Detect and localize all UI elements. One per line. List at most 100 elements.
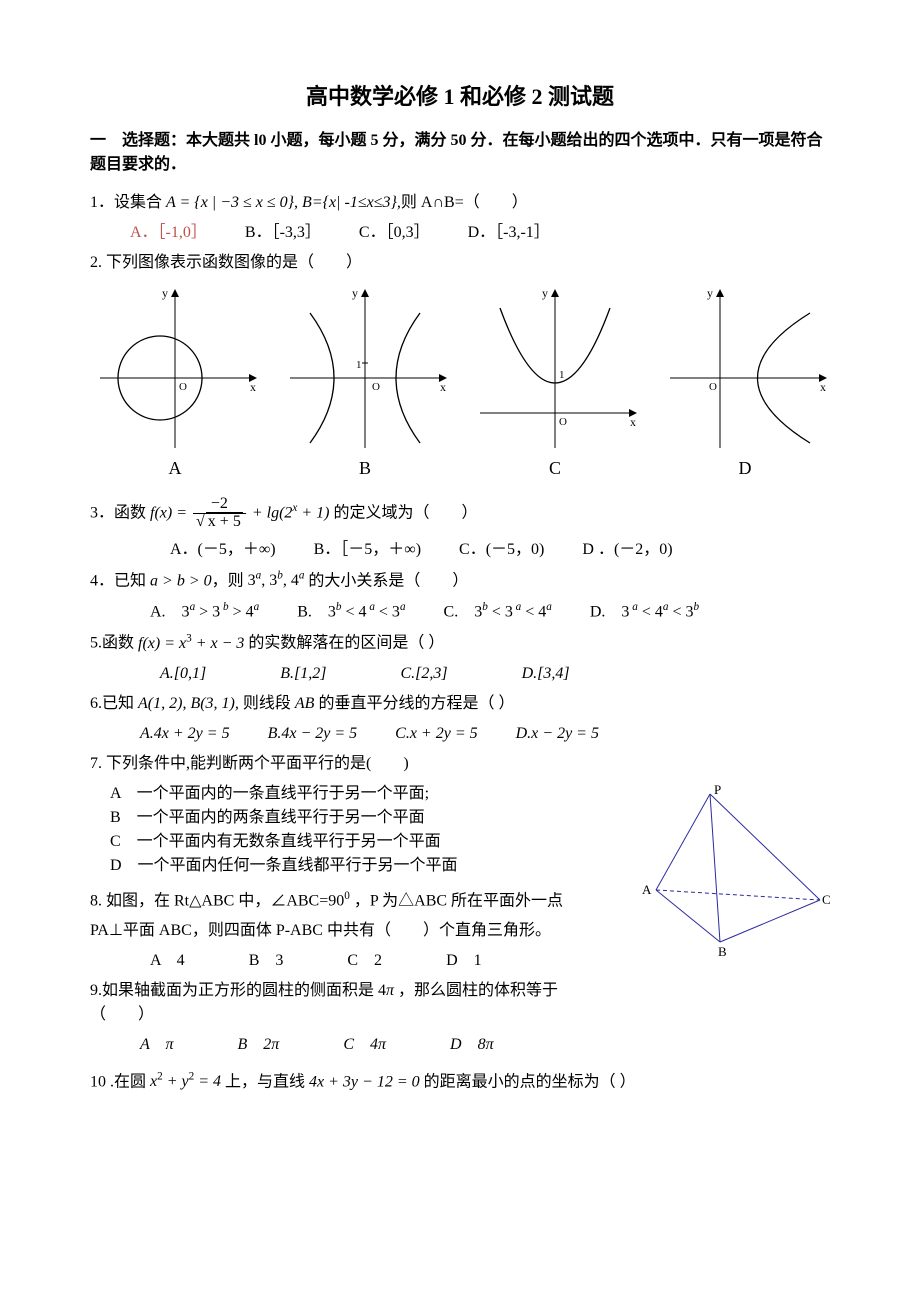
q4-opts: A. 3a > 3 b > 4a B. 3b < 4 a < 3a C. 3b …: [150, 599, 830, 624]
svg-text:y: y: [707, 286, 713, 300]
q8-D: D 1: [446, 949, 482, 973]
q3-frac: −2√x + 5: [193, 496, 246, 532]
q5-C: C.[2,3]: [400, 662, 447, 686]
q6-B: B.4x − 2y = 5: [268, 722, 358, 746]
q7-stem: 7. 下列条件中,能判断两个平面平行的是( ): [90, 752, 830, 776]
svg-text:O: O: [559, 416, 567, 428]
q3-D: D ．(－2，0): [582, 538, 672, 562]
q4-mid: ，则: [212, 572, 248, 589]
q6-post: 则线段 AB 的垂直平分线的方程是（ ）: [239, 695, 515, 712]
q10-circ: x2 + y2 = 4: [150, 1073, 221, 1090]
q4-cond: a > b > 0: [150, 572, 212, 589]
q9: 9.如果轴截面为正方形的圆柱的侧面积是 4π ，那么圆柱的体积等于（ ）: [90, 979, 614, 1027]
q5-pre: 5.函数: [90, 635, 138, 652]
svg-text:x: x: [440, 380, 446, 394]
svg-text:O: O: [372, 381, 380, 393]
tetra-P: P: [714, 782, 721, 797]
q8-A: A 4: [150, 949, 185, 973]
q9-C: C 4π: [343, 1033, 386, 1057]
q1-A: A．［-1,0］: [130, 221, 207, 245]
q10-pre: 10 .在圆: [90, 1073, 150, 1090]
svg-text:y: y: [542, 286, 548, 300]
svg-text:x: x: [250, 380, 256, 394]
q6-pts: A(1, 2), B(3, 1),: [138, 695, 239, 712]
q10-line: 4x + 3y − 12 = 0: [309, 1073, 420, 1090]
q9-B: B 2π: [238, 1033, 280, 1057]
q2-graphs: O x y A O x y 1 B O x y 1: [90, 283, 830, 482]
graph-B: O x y 1 B: [280, 283, 450, 482]
svg-text:x: x: [630, 415, 636, 429]
q8-l1: 8. 如图，在 Rt△ABC 中，∠ABC=900 ，P 为△ABC 所在平面外…: [90, 888, 614, 913]
graph-C: O x y 1 C: [470, 283, 640, 482]
svg-text:O: O: [179, 381, 187, 393]
q6-D: D.x − 2y = 5: [516, 722, 599, 746]
q9-D: D 8π: [450, 1033, 494, 1057]
q4-C: C. 3b < 3 a < 4a: [444, 599, 552, 624]
q3-den: √x + 5: [193, 514, 246, 532]
q4-post: 的大小关系是（ ）: [304, 572, 468, 589]
q9-pre: 9.如果轴截面为正方形的圆柱的侧面积是: [90, 982, 378, 999]
q5-post: 的实数解落在的区间是（ ）: [244, 635, 444, 652]
q6-pre: 6.已知: [90, 695, 138, 712]
q3-stem-post: 的定义域为（ ）: [330, 504, 478, 521]
graph-A-label: A: [90, 455, 260, 482]
q3-fx: f(x) =: [150, 504, 191, 521]
q8-opts: A 4 B 3 C 2 D 1: [150, 949, 614, 973]
q3-stem-pre: 3．函数: [90, 504, 150, 521]
q6: 6.已知 A(1, 2), B(3, 1), 则线段 AB 的垂直平分线的方程是…: [90, 692, 830, 716]
q1-B: B．［-3,3］: [245, 221, 321, 245]
q6-A: A.4x + 2y = 5: [140, 722, 230, 746]
q10-mid: 上，与直线: [221, 1073, 309, 1090]
q7-A: A 一个平面内的一条直线平行于另一个平面;: [110, 782, 614, 806]
q1-D: D．［-3,-1］: [468, 221, 550, 245]
q3-A: A．(－5，＋∞): [170, 538, 276, 562]
q9-opts: A π B 2π C 4π D 8π: [140, 1033, 830, 1057]
q8-l1-pre: 8. 如图，在 Rt△ABC 中，∠ABC=90: [90, 892, 344, 909]
svg-text:O: O: [709, 381, 717, 393]
q3: 3．函数 f(x) = −2√x + 5 + lg(2x + 1) 的定义域为（…: [90, 496, 830, 532]
q7-C: C 一个平面内有无数条直线平行于另一个平面: [110, 830, 614, 854]
tetrahedron-figure: P A B C: [620, 782, 830, 957]
q2-stem: 2. 下列图像表示函数图像的是（ ）: [90, 251, 830, 275]
q9-A: A π: [140, 1033, 174, 1057]
tetra-B: B: [718, 944, 727, 957]
q6-C: C.x + 2y = 5: [395, 722, 477, 746]
graph-B-label: B: [280, 455, 450, 482]
svg-text:1: 1: [559, 369, 565, 381]
page-title: 高中数学必修 1 和必修 2 测试题: [90, 80, 830, 113]
q4-A: A. 3a > 3 b > 4a: [150, 599, 259, 624]
q4-terms: 3a, 3b, 4a: [248, 572, 305, 589]
q5: 5.函数 f(x) = x3 + x − 3 的实数解落在的区间是（ ）: [90, 630, 830, 655]
q1-stem-pre: 1．设集合: [90, 194, 166, 211]
graph-D: O x y D: [660, 283, 830, 482]
tetra-C: C: [822, 892, 830, 907]
q4-pre: 4．已知: [90, 572, 150, 589]
q7-D: D 一个平面内任何一条直线都平行于另一个平面: [110, 854, 614, 878]
q3-plus2: + 1): [297, 504, 329, 521]
q8-l1-post: ，P 为△ABC 所在平面外一点: [350, 892, 563, 909]
q8-l2: PA⊥平面 ABC，则四面体 P-ABC 中共有（ ）个直角三角形。: [90, 919, 614, 943]
svg-text:1: 1: [356, 359, 362, 371]
svg-text:y: y: [162, 286, 168, 300]
tetra-A: A: [642, 882, 652, 897]
graph-D-label: D: [660, 455, 830, 482]
q5-D: D.[3,4]: [522, 662, 570, 686]
svg-text:y: y: [352, 286, 358, 300]
q9-val: 4π: [378, 982, 394, 999]
graph-A: O x y A: [90, 283, 260, 482]
q3-opts: A．(－5，＋∞) B．［－5，＋∞) C．(－5，0) D ．(－2，0): [170, 538, 830, 562]
svg-text:x: x: [820, 380, 826, 394]
q5-opts: A.[0,1] B.[1,2] C.[2,3] D.[3,4]: [160, 662, 830, 686]
q5-A: A.[0,1]: [160, 662, 206, 686]
q4-B: B. 3b < 4 a < 3a: [297, 599, 405, 624]
section-head: 一 选择题：本大题共 l0 小题，每小题 5 分，满分 50 分．在每小题给出的…: [90, 129, 830, 177]
q5-fx: f(x) = x3 + x − 3: [138, 635, 244, 652]
graph-C-label: C: [470, 455, 640, 482]
q8-C: C 2: [347, 949, 382, 973]
q1-C: C．［0,3］: [359, 221, 430, 245]
q7-B: B 一个平面内的两条直线平行于另一个平面: [110, 806, 614, 830]
q4-D: D. 3 a < 4a < 3b: [590, 599, 699, 624]
q5-B: B.[1,2]: [280, 662, 326, 686]
q6-opts: A.4x + 2y = 5 B.4x − 2y = 5 C.x + 2y = 5…: [140, 722, 830, 746]
q3-plus: + lg(2: [248, 504, 293, 521]
